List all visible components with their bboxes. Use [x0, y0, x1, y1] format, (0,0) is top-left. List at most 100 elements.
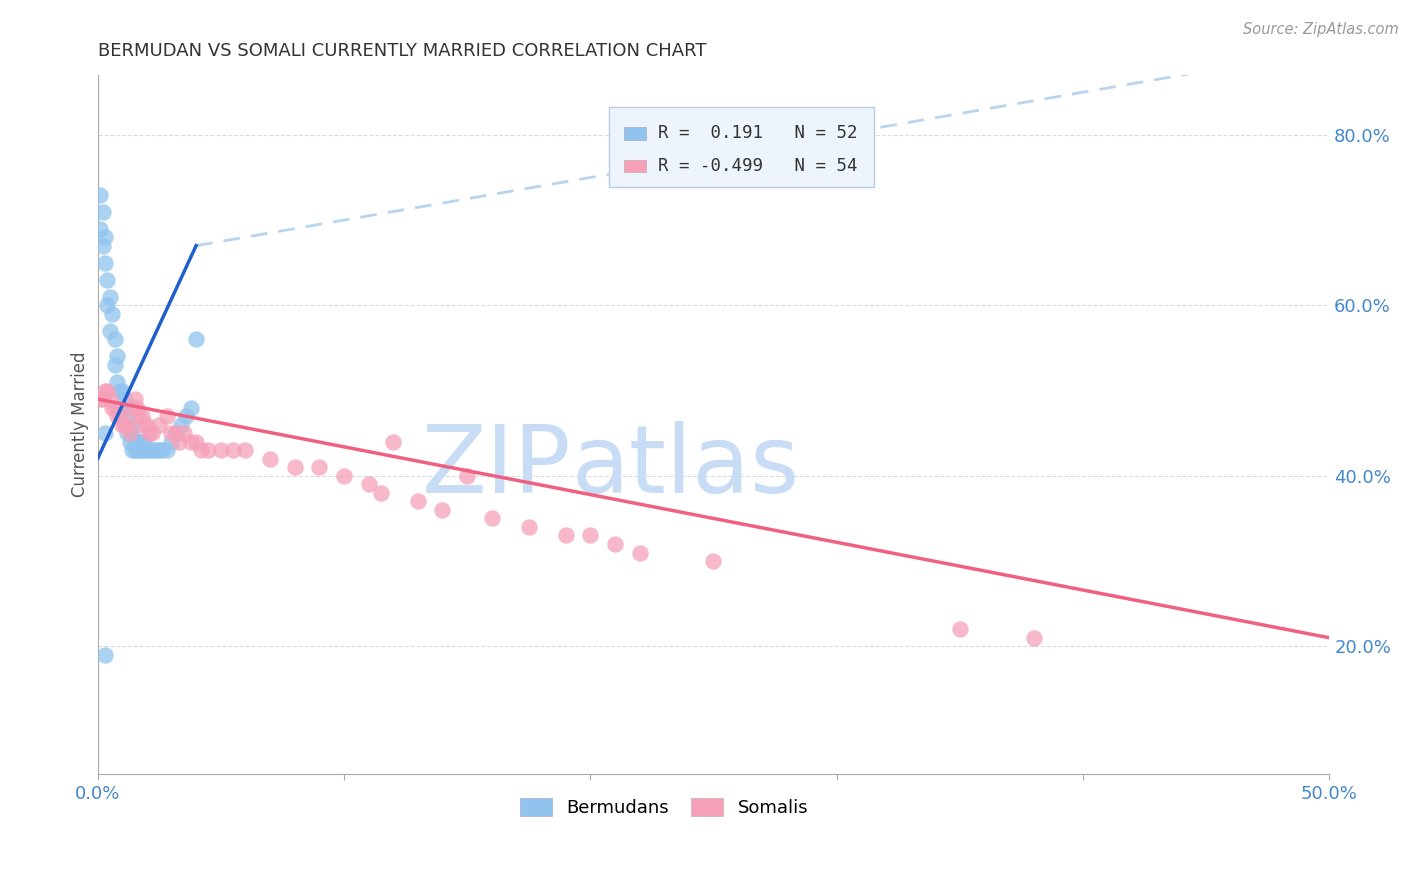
Text: atlas: atlas	[572, 421, 800, 513]
FancyBboxPatch shape	[623, 127, 645, 139]
Point	[135, 417, 157, 432]
Point	[118, 426, 141, 441]
Point	[432, 503, 454, 517]
Point	[143, 443, 166, 458]
Point	[91, 392, 114, 406]
Point	[101, 401, 124, 415]
FancyBboxPatch shape	[609, 107, 873, 187]
Point	[131, 443, 153, 458]
Point	[628, 545, 651, 559]
Point	[108, 384, 131, 398]
Point	[94, 648, 117, 662]
Point	[96, 384, 118, 398]
Point	[91, 204, 114, 219]
Point	[603, 537, 626, 551]
Point	[160, 426, 183, 441]
Point	[89, 221, 111, 235]
Point	[98, 290, 121, 304]
Point	[949, 622, 972, 636]
Point	[209, 443, 232, 458]
Point	[155, 409, 177, 424]
Text: BERMUDAN VS SOMALI CURRENTLY MARRIED CORRELATION CHART: BERMUDAN VS SOMALI CURRENTLY MARRIED COR…	[97, 42, 706, 60]
Point	[115, 409, 138, 424]
Point	[131, 434, 153, 449]
Point	[135, 443, 157, 458]
Point	[98, 324, 121, 338]
Point	[125, 434, 148, 449]
Point	[115, 417, 138, 432]
Point	[98, 392, 121, 406]
Y-axis label: Currently Married: Currently Married	[72, 352, 89, 498]
Point	[184, 333, 207, 347]
Point	[118, 434, 141, 449]
Point	[124, 392, 146, 406]
Point	[105, 409, 128, 424]
Point	[190, 443, 212, 458]
Point	[138, 443, 160, 458]
Point	[124, 434, 146, 449]
Point	[370, 486, 392, 500]
Point	[118, 417, 141, 432]
Point	[125, 401, 148, 415]
Point	[284, 460, 307, 475]
Point	[138, 426, 160, 441]
Point	[134, 443, 156, 458]
Point	[333, 468, 356, 483]
Point	[104, 333, 127, 347]
Point	[104, 401, 127, 415]
Point	[148, 443, 170, 458]
Point	[94, 426, 117, 441]
Point	[111, 384, 134, 398]
Legend: Bermudans, Somalis: Bermudans, Somalis	[513, 790, 815, 824]
Point	[128, 409, 150, 424]
Point	[357, 477, 380, 491]
Point	[148, 417, 170, 432]
Point	[104, 358, 127, 372]
Point	[235, 443, 257, 458]
Point	[94, 256, 117, 270]
Point	[134, 434, 156, 449]
Point	[115, 426, 138, 441]
Point	[89, 392, 111, 406]
FancyBboxPatch shape	[623, 160, 645, 172]
Point	[259, 451, 281, 466]
Point	[141, 426, 163, 441]
Point	[170, 417, 193, 432]
Point	[150, 443, 173, 458]
Point	[114, 392, 136, 406]
Point	[121, 401, 143, 415]
Text: ZIP: ZIP	[422, 421, 572, 513]
Point	[174, 409, 197, 424]
Point	[155, 443, 177, 458]
Point	[128, 434, 150, 449]
Point	[197, 443, 219, 458]
Point	[105, 350, 128, 364]
Point	[108, 409, 131, 424]
Point	[308, 460, 330, 475]
Point	[125, 443, 148, 458]
Point	[114, 417, 136, 432]
Point	[101, 307, 124, 321]
Point	[134, 417, 156, 432]
Point	[481, 511, 503, 525]
Point	[114, 417, 136, 432]
Point	[1022, 631, 1045, 645]
Point	[173, 426, 195, 441]
Point	[96, 298, 118, 312]
Point	[184, 434, 207, 449]
Text: Source: ZipAtlas.com: Source: ZipAtlas.com	[1243, 22, 1399, 37]
Point	[96, 273, 118, 287]
Point	[160, 434, 183, 449]
Point	[145, 443, 167, 458]
Point	[121, 443, 143, 458]
Point	[121, 426, 143, 441]
Point	[222, 443, 245, 458]
Point	[131, 409, 153, 424]
Point	[105, 375, 128, 389]
Point	[89, 187, 111, 202]
Point	[128, 443, 150, 458]
Point	[180, 401, 202, 415]
Point	[111, 401, 134, 415]
Point	[406, 494, 429, 508]
Point	[579, 528, 602, 542]
